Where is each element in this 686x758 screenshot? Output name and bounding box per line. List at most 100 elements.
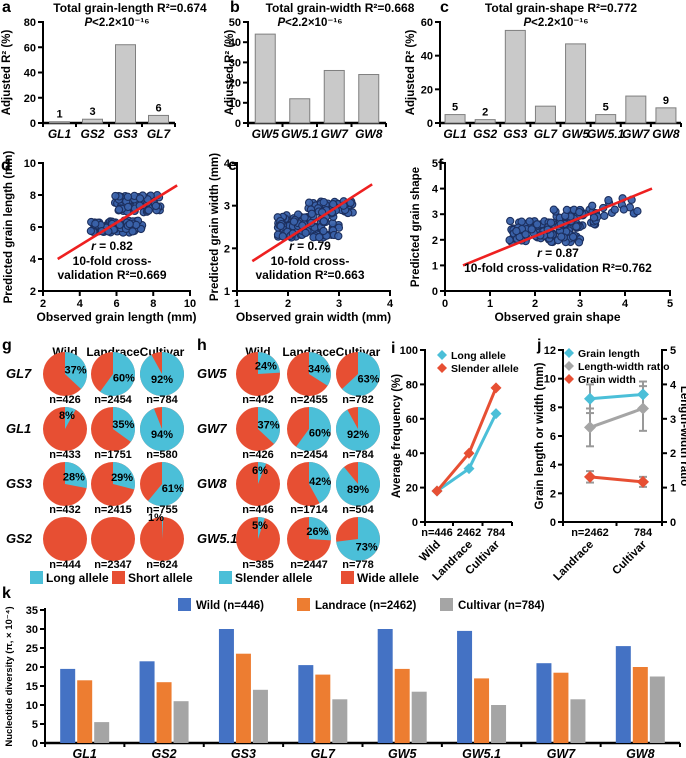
- svg-text:Landrace: Landrace: [551, 539, 596, 584]
- svg-text:5%: 5%: [252, 520, 268, 532]
- svg-text:4: 4: [432, 184, 439, 196]
- svg-text:20: 20: [24, 93, 36, 105]
- svg-text:40: 40: [421, 51, 433, 63]
- svg-text:60%: 60%: [113, 373, 135, 385]
- panel-k-nucleotide-diversity-bar-chart: 0 5 10 15 20 25 30 35 GL1 GS2 GS3 GL7 GW5 GW5.1 GW7 GW8…: [4, 598, 681, 758]
- svg-text:n=446: n=446: [421, 527, 453, 539]
- svg-text:5: 5: [32, 719, 38, 731]
- svg-text:1: 1: [670, 483, 676, 495]
- svg-text:2: 2: [40, 298, 46, 310]
- svg-text:2462: 2462: [457, 527, 481, 539]
- svg-text:20: 20: [406, 483, 418, 495]
- svg-text:784: 784: [634, 527, 653, 539]
- svg-text:24%: 24%: [255, 361, 277, 373]
- panel-letter-f: f: [438, 157, 444, 174]
- svg-text:15: 15: [26, 681, 38, 693]
- svg-text:50: 50: [229, 17, 241, 29]
- svg-text:3: 3: [577, 298, 583, 310]
- svg-text:Observed grain shape: Observed grain shape: [494, 310, 620, 324]
- svg-text:GS2: GS2: [80, 127, 104, 141]
- svg-text:4: 4: [77, 298, 84, 310]
- svg-text:35%: 35%: [112, 419, 134, 431]
- svg-text:n=624: n=624: [146, 559, 178, 571]
- svg-text:5: 5: [667, 298, 673, 310]
- svg-text:GW8: GW8: [626, 747, 655, 758]
- svg-text:GS2: GS2: [152, 747, 177, 758]
- svg-text:1: 1: [487, 298, 493, 310]
- svg-text:6: 6: [550, 431, 556, 443]
- svg-text:Length-width ratio: Length-width ratio: [678, 386, 686, 486]
- svg-text:42%: 42%: [309, 476, 331, 488]
- svg-text:Length-width ratio: Length-width ratio: [578, 361, 670, 373]
- svg-text:6%: 6%: [252, 465, 268, 477]
- svg-text:3: 3: [432, 209, 438, 221]
- svg-text:Observed grain width (mm): Observed grain width (mm): [236, 310, 391, 324]
- svg-text:20: 20: [229, 78, 241, 90]
- svg-text:P<2.2×10⁻¹⁶: P<2.2×10⁻¹⁶: [277, 17, 342, 29]
- panel-g-length-allele-pie-grid: WildLandraceCultivarGL737%n=42660%n=2454…: [6, 345, 193, 585]
- svg-text:P<2.2×10⁻¹⁶: P<2.2×10⁻¹⁶: [523, 17, 588, 29]
- svg-text:validation R²=0.669: validation R²=0.669: [57, 268, 166, 282]
- panel-a-grain-length-bar-chart: 0 20 40 60 80 GL1 1 GS2 3 GS3 GL7 6 Total grain-leng…: [1, 1, 207, 141]
- svg-text:GS2: GS2: [473, 127, 497, 141]
- svg-text:6: 6: [113, 298, 119, 310]
- panel-f-grain-shape-scatter: 0 1 2 3 4 5 0 1 2 3 4 5 Observed grain shape Predicte…: [410, 158, 673, 324]
- panel-letter-d: d: [1, 157, 11, 174]
- svg-text:10-fold cross-validation R²=0.: 10-fold cross-validation R²=0.762: [464, 261, 652, 275]
- svg-text:n=2454: n=2454: [290, 449, 328, 461]
- svg-text:Landrace: Landrace: [86, 345, 140, 359]
- svg-text:4: 4: [224, 158, 231, 170]
- svg-text:2: 2: [532, 298, 538, 310]
- svg-text:GL7: GL7: [6, 366, 32, 381]
- svg-text:n=1714: n=1714: [290, 504, 328, 516]
- svg-text:2: 2: [30, 286, 36, 298]
- svg-text:Predicted grain width (mm): Predicted grain width (mm): [209, 153, 221, 301]
- svg-text:Grain length or width (mm): Grain length or width (mm): [534, 362, 546, 509]
- svg-text:0: 0: [670, 517, 676, 529]
- svg-text:Grain width: Grain width: [578, 374, 636, 386]
- svg-text:3: 3: [336, 298, 342, 310]
- svg-text:Total grain-width R²=0.668: Total grain-width R²=0.668: [266, 1, 415, 15]
- svg-text:n=580: n=580: [146, 449, 178, 461]
- svg-text:GS2: GS2: [6, 531, 33, 546]
- svg-text:80: 80: [406, 379, 418, 391]
- svg-text:3: 3: [670, 414, 676, 426]
- svg-text:GW5: GW5: [252, 127, 280, 141]
- svg-text:Nucleotide diversity (π, × 10⁻: Nucleotide diversity (π, × 10⁻⁴): [4, 606, 15, 746]
- svg-text:GW8: GW8: [355, 127, 383, 141]
- svg-text:Short allele: Short allele: [128, 571, 193, 585]
- svg-text:784: 784: [487, 527, 506, 539]
- svg-text:3: 3: [89, 106, 95, 118]
- svg-text:GW7: GW7: [622, 127, 651, 141]
- svg-text:60: 60: [406, 414, 418, 426]
- svg-text:8: 8: [30, 190, 36, 202]
- svg-text:Cultivar: Cultivar: [610, 538, 649, 577]
- svg-text:P<2.2×10⁻¹⁶: P<2.2×10⁻¹⁶: [84, 17, 149, 29]
- svg-text:n=385: n=385: [242, 559, 274, 571]
- svg-text:60: 60: [24, 42, 36, 54]
- svg-text:40: 40: [229, 37, 241, 49]
- svg-text:n=2462: n=2462: [571, 527, 609, 539]
- svg-text:n=426: n=426: [49, 394, 81, 406]
- svg-text:Cultivar (n=784): Cultivar (n=784): [458, 600, 545, 612]
- svg-text:GL1: GL1: [443, 127, 467, 141]
- svg-text:GL1: GL1: [6, 421, 31, 436]
- svg-text:Landrace: Landrace: [282, 345, 336, 359]
- svg-text:6: 6: [155, 102, 161, 114]
- svg-text:10: 10: [26, 700, 38, 712]
- svg-text:Slender allele: Slender allele: [451, 363, 519, 375]
- svg-text:Landrace (n=2462): Landrace (n=2462): [315, 600, 416, 612]
- svg-text:n=755: n=755: [146, 504, 178, 516]
- svg-text:GW5: GW5: [562, 127, 590, 141]
- svg-text:n=2347: n=2347: [94, 559, 132, 571]
- svg-text:4: 4: [387, 298, 394, 310]
- svg-text:Wild (n=446): Wild (n=446): [196, 600, 264, 612]
- svg-text:GL1: GL1: [48, 127, 72, 141]
- svg-text:89%: 89%: [347, 484, 369, 496]
- svg-text:n=778: n=778: [342, 559, 374, 571]
- svg-text:92%: 92%: [347, 429, 369, 441]
- svg-text:1: 1: [432, 260, 438, 272]
- svg-text:1: 1: [234, 298, 240, 310]
